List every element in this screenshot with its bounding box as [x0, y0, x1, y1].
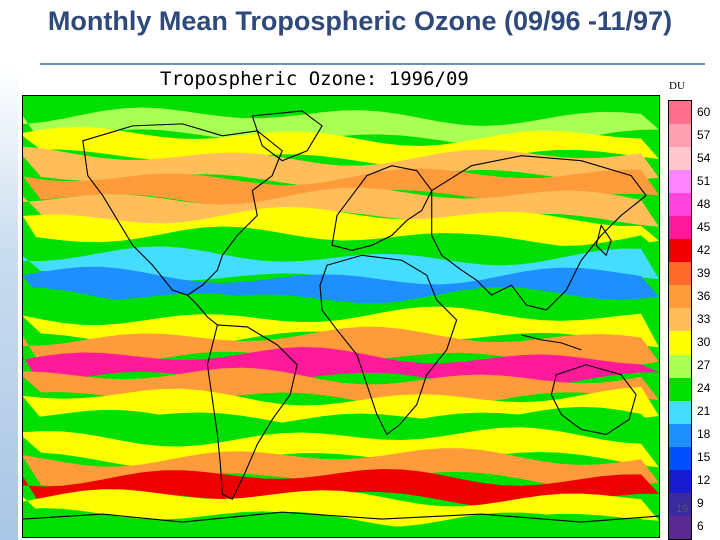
central-america-outline: [187, 294, 218, 326]
ozone-band: [23, 206, 659, 248]
colorbar-segment: [669, 400, 691, 424]
colorbar-tick-label: 24: [697, 381, 711, 396]
colorbar-tick-label: 36: [697, 288, 711, 303]
colorbar-tick-label: 48: [697, 196, 711, 211]
colorbar-segment: [669, 285, 691, 309]
antarctica-outline: [23, 511, 659, 523]
colorbar-tick-label: 57: [697, 127, 711, 142]
ozone-band: [23, 187, 659, 228]
colorbar-tick-label: 51: [697, 173, 711, 188]
colorbar-segment: [669, 354, 691, 378]
slide-side-strip: [0, 66, 18, 540]
colorbar-segment: [669, 170, 691, 194]
ozone-field: [23, 96, 659, 537]
indonesia-outline: [521, 334, 582, 351]
page-number: 19: [676, 503, 689, 515]
greenland-outline: [251, 110, 323, 162]
colorbar-tick-label: 21: [697, 404, 711, 419]
slide-title: Monthly Mean Tropospheric Ozone (09/96 -…: [47, 6, 673, 36]
colorbar-segment: [669, 147, 691, 171]
title-divider: [40, 63, 705, 65]
colorbar-tick-label: 9: [697, 496, 704, 511]
colorbar-tick-label: 27: [697, 358, 711, 373]
colorbar-tick-label: 33: [697, 312, 711, 326]
continent-outlines: [23, 110, 659, 523]
colorbar-segment: [669, 377, 691, 401]
colorbar: [668, 100, 692, 540]
colorbar-segment: [669, 469, 691, 493]
colorbar-segment: [669, 515, 691, 539]
colorbar-tick-label: 39: [697, 265, 711, 280]
colorbar-segment: [669, 193, 691, 217]
colorbar-tick-label: 15: [697, 450, 711, 465]
ozone-map: [22, 95, 660, 538]
australia-outline: [550, 364, 637, 436]
colorbar-tick-label: 18: [697, 427, 711, 442]
ozone-band: [23, 326, 659, 369]
japan-outline: [595, 224, 612, 257]
colorbar-tick-label: 6: [697, 519, 704, 534]
colorbar-segment: [669, 239, 691, 263]
figure-title: Tropospheric Ozone: 1996/09: [160, 68, 469, 90]
south-america-outline: [206, 324, 298, 500]
ozone-band: [23, 386, 659, 429]
africa-outline: [319, 254, 458, 436]
colorbar-tick-label: 12: [697, 473, 711, 488]
colorbar-tick-label: 54: [697, 150, 711, 165]
asia-outline: [431, 155, 647, 311]
colorbar-tick-label: 60: [697, 104, 711, 119]
colorbar-tick-label: 42: [697, 242, 711, 257]
colorbar-tick-label: 30: [697, 335, 711, 350]
colorbar-tick-label: 45: [697, 219, 711, 234]
colorbar-segment: [669, 423, 691, 447]
ozone-band: [23, 469, 659, 509]
colorbar-segment: [669, 262, 691, 286]
ozone-band: [23, 266, 659, 309]
colorbar-segment: [669, 101, 691, 125]
north-america-outline: [82, 123, 283, 296]
colorbar-tick-labels: 60 57 54 51 48 45 42 39 36 33 30 27 24 21 18 15 12 9 6: [697, 100, 720, 540]
colorbar-segment: [669, 216, 691, 240]
colorbar-segment: [669, 446, 691, 470]
ozone-band: [23, 146, 659, 188]
colorbar-segment: [669, 308, 691, 332]
colorbar-segment: [669, 124, 691, 148]
colorbar-segment: [669, 331, 691, 355]
colorbar-unit: DU: [669, 80, 685, 92]
colorbar-segment: [669, 492, 691, 516]
ozone-band: [23, 448, 659, 489]
